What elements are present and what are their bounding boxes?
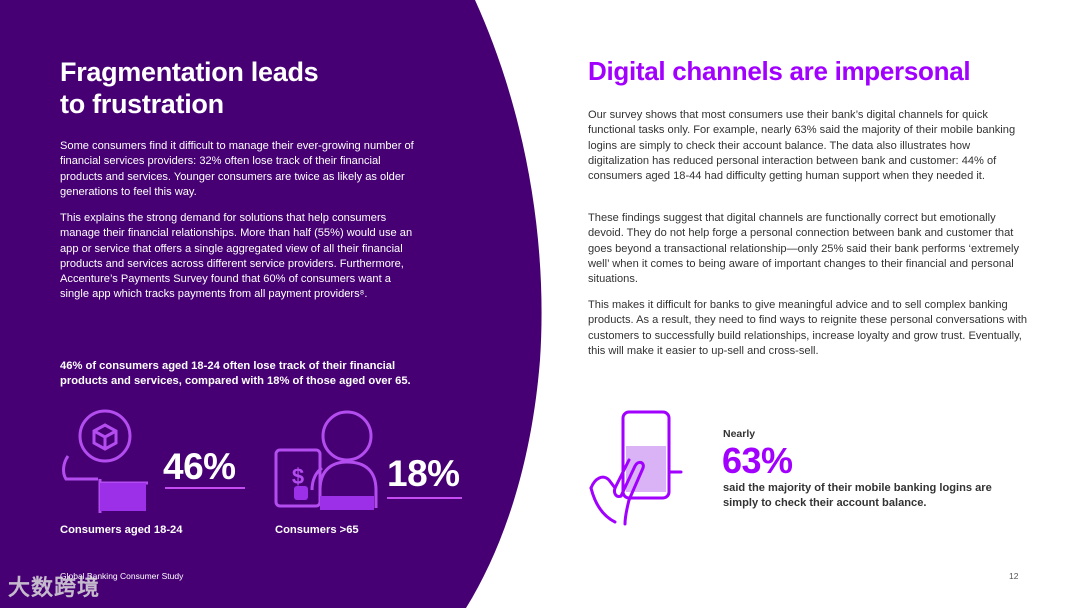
stat-46: 46% [163, 446, 236, 487]
left-paragraph-1: Some consumers find it difficult to mana… [60, 140, 414, 198]
right-paragraph-1: Our survey shows that most consumers use… [588, 109, 1016, 183]
stat-18-underline [387, 497, 462, 499]
footer-source: Global Banking Consumer Study [60, 571, 184, 581]
right-paragraph-3: This makes it difficult for banks to giv… [588, 299, 1028, 357]
left-title: Fragmentation leads to frustration [60, 56, 440, 120]
left-title-line2: to frustration [60, 89, 224, 119]
left-title-line1: Fragmentation leads [60, 57, 319, 87]
watermark-logo: 大数跨境 [8, 575, 101, 600]
stat-63: 63% [722, 440, 793, 481]
stat-63-caption: said the majority of their mobile bankin… [723, 482, 992, 510]
stat-46-caption: Consumers aged 18-24 [60, 524, 183, 536]
hand-phone-icon [589, 410, 683, 526]
stat-18: 18% [387, 453, 460, 494]
person-with-box-icon [62, 409, 148, 513]
left-highlight: 46% of consumers aged 18-24 often lose t… [60, 360, 411, 388]
stat-46-underline [165, 487, 245, 489]
page-number: 12 [1009, 571, 1019, 581]
left-paragraph-2: This explains the strong demand for solu… [60, 212, 413, 301]
svg-text:$: $ [292, 464, 304, 489]
right-title: Digital channels are impersonal [588, 56, 971, 86]
stat-63-prefix: Nearly [723, 428, 756, 440]
stat-18-caption: Consumers >65 [275, 524, 359, 536]
right-paragraph-2: These findings suggest that digital chan… [588, 212, 1020, 286]
person-with-dollar-icon: $ [274, 410, 378, 510]
